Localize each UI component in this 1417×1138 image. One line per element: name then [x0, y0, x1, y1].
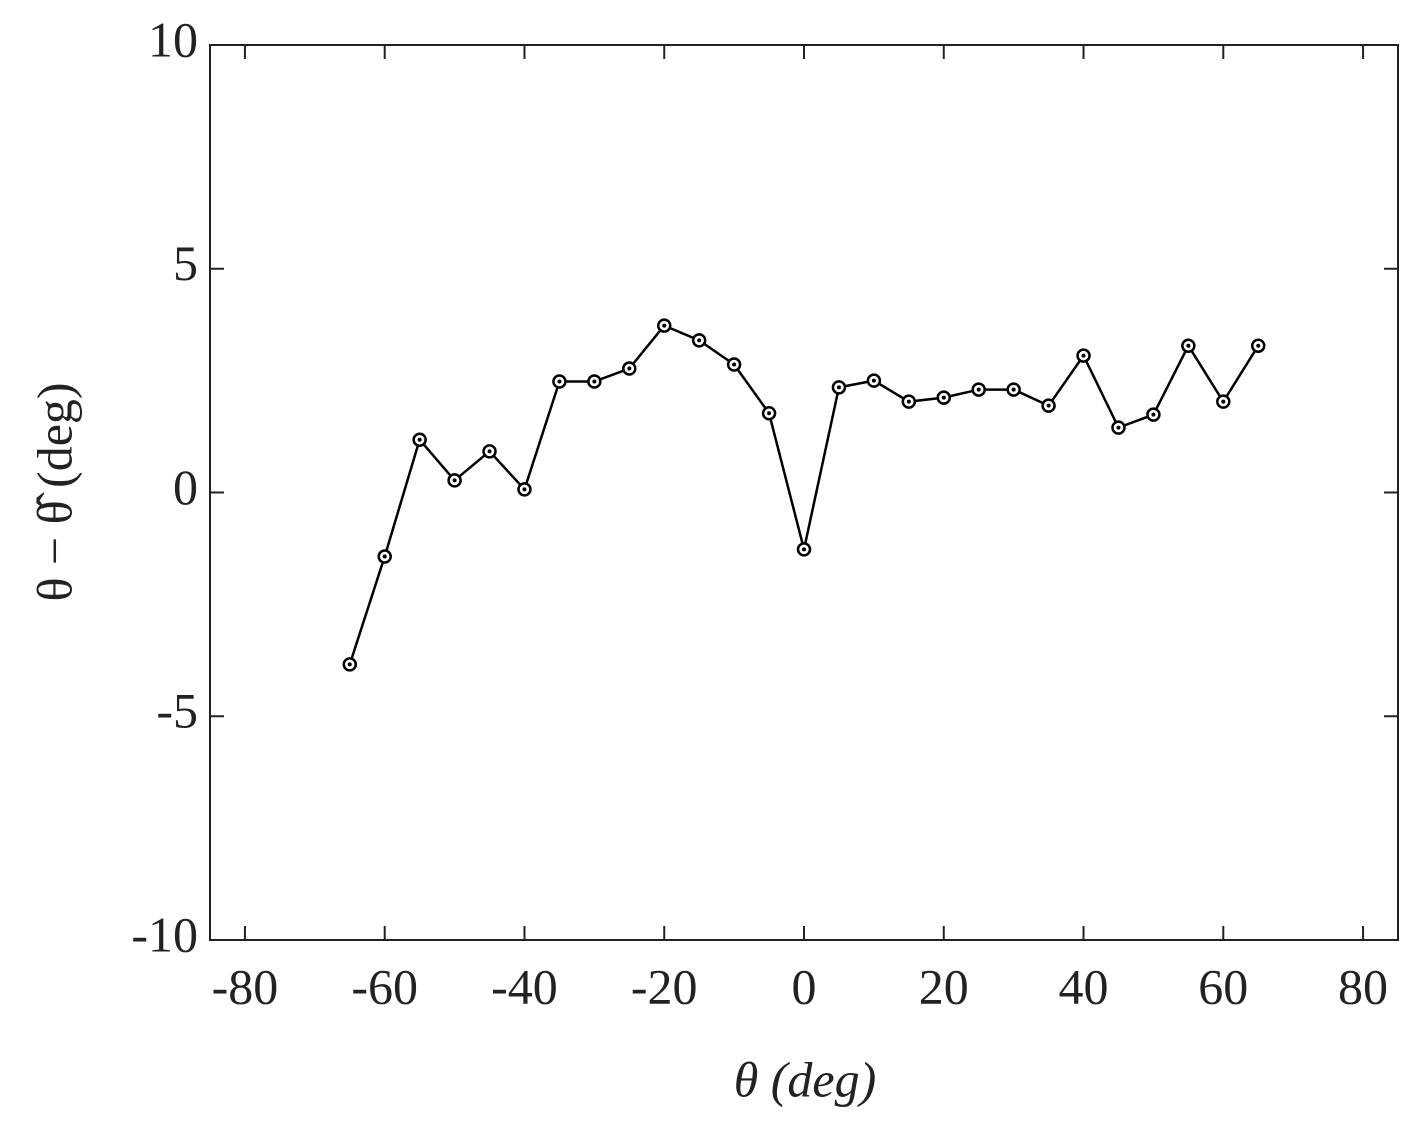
y-tick-label: 5 [173, 235, 198, 291]
x-tick-label: -40 [491, 958, 558, 1014]
data-point-dot [522, 487, 527, 492]
data-point-dot [871, 378, 876, 383]
data-point-dot [1081, 353, 1086, 358]
data-point-dot [662, 323, 667, 328]
data-point-dot [557, 379, 562, 384]
x-tick-label: -80 [212, 958, 279, 1014]
data-point-dot [906, 399, 911, 404]
x-tick-label: 20 [919, 958, 969, 1014]
data-point-dot [487, 449, 492, 454]
data-point-dot [452, 478, 457, 483]
data-point-dot [1256, 343, 1261, 348]
data-point-dot [592, 379, 597, 384]
x-tick-label: 80 [1338, 958, 1388, 1014]
data-point-dot [836, 385, 841, 390]
x-tick-label: -20 [631, 958, 698, 1014]
data-point-dot [1221, 399, 1226, 404]
data-point-dot [976, 387, 981, 392]
data-point-dot [417, 437, 422, 442]
data-point-dot [1116, 425, 1121, 430]
data-point-dot [347, 662, 352, 667]
y-tick-label: -10 [131, 906, 198, 962]
y-tick-label: -5 [156, 683, 198, 739]
data-line [348, 324, 1260, 665]
data-point-dot [1011, 387, 1016, 392]
data-point-dot [767, 411, 772, 416]
data-point-dot [697, 338, 702, 343]
x-tick-label: 40 [1059, 958, 1109, 1014]
x-tick-label: -60 [351, 958, 418, 1014]
x-tick-label: 0 [792, 958, 817, 1014]
data-point-dot [627, 366, 632, 371]
plot-frame [209, 44, 1399, 941]
data-point-dot [1046, 403, 1051, 408]
data-point-dot [1151, 412, 1156, 417]
data-point-dot [382, 554, 387, 559]
y-tick-label: 10 [148, 11, 198, 67]
data-point-dot [732, 362, 737, 367]
data-point-dot [802, 547, 806, 552]
data-point-dot [1186, 343, 1191, 348]
x-tick-label: 60 [1198, 958, 1248, 1014]
y-axis-label: θ − θ̂ (deg) [26, 382, 82, 601]
x-axis-label: θ (deg) [734, 1051, 877, 1107]
y-tick-label: 0 [173, 459, 198, 515]
data-point-dot [941, 395, 946, 400]
